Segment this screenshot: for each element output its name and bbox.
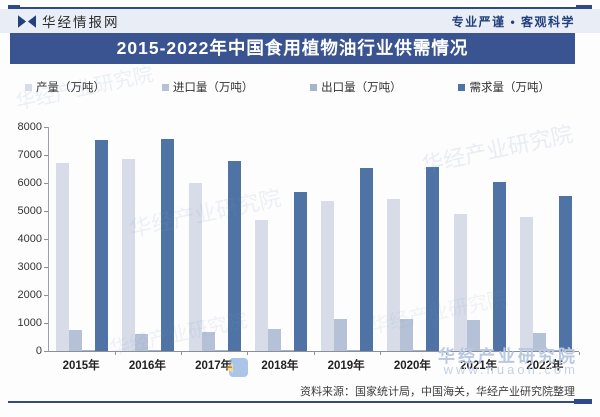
legend-swatch-icon — [161, 83, 169, 91]
header-slogan: 专业严谨 • 客观科学 — [451, 14, 575, 29]
bar-exports-2018年 — [280, 350, 294, 351]
legend-item-1: 进口量（万吨） — [161, 79, 254, 95]
bar-exports-2019年 — [347, 350, 361, 351]
y-axis-label-1000: 1000 — [17, 317, 42, 329]
y-axis-label-7000: 7000 — [17, 149, 42, 161]
x-label-2020年: 2020年 — [393, 360, 431, 372]
huajing-watermark-logo — [225, 358, 248, 377]
bar-imports-2019年 — [334, 319, 348, 351]
top-rule-right-cap — [576, 5, 592, 10]
page-title: 2015-2022年中国食用植物油行业供需情况 — [10, 33, 575, 64]
bar-production-2018年 — [254, 220, 268, 351]
top-rule — [8, 5, 592, 10]
legend-label: 出口量（万吨） — [321, 82, 402, 94]
legend-item-3: 需求量（万吨） — [458, 79, 550, 95]
bar-demand-2016年 — [161, 138, 175, 351]
y-axis-label-2000: 2000 — [17, 289, 42, 301]
y-axis-tick — [44, 127, 48, 128]
y-axis-tick — [44, 211, 48, 212]
y-axis-tick — [44, 183, 48, 184]
bar-group-2017年 — [182, 127, 249, 355]
bar-demand-2020年 — [426, 166, 440, 351]
y-axis-label-4000: 4000 — [17, 233, 42, 245]
x-axis-labels: 2015年 2016年 2017年 2018年 2019年 2020年 2021年 2022年 — [48, 357, 578, 373]
legend-item-2: 出口量（万吨） — [310, 79, 402, 95]
bar-production-2016年 — [122, 158, 136, 351]
bar-group-2020年 — [380, 127, 448, 355]
y-axis-tick — [44, 239, 48, 240]
legend-item-0: 产量（万吨） — [25, 79, 105, 95]
bar-imports-2017年 — [201, 331, 215, 351]
bottom-rule-right-cap — [574, 399, 592, 404]
top-rule-left-cap — [8, 5, 20, 10]
bar-exports-2017年 — [214, 350, 228, 351]
y-axis-tick — [44, 267, 48, 268]
huajing-logo-icon — [18, 14, 36, 28]
header: 华经情报网 专业严谨 • 客观科学 — [0, 9, 600, 33]
legend-label: 需求量（万吨） — [469, 82, 550, 94]
bar-demand-2015年 — [95, 140, 109, 351]
y-axis-label-5000: 5000 — [17, 205, 42, 217]
bar-imports-2016年 — [135, 334, 149, 351]
x-label-2021年: 2021年 — [460, 360, 498, 372]
bar-exports-2016年 — [148, 350, 162, 351]
y-axis-tick — [44, 295, 48, 296]
y-axis-tick — [44, 155, 48, 156]
x-label-2019年: 2019年 — [327, 360, 365, 372]
bar-demand-2017年 — [227, 161, 241, 351]
bar-imports-2022年 — [532, 332, 546, 351]
brand: 华经情报网 — [18, 11, 120, 31]
watermark-url: www.huaon.com — [443, 362, 578, 377]
bar-group-2019年 — [314, 127, 382, 355]
source-note: 资料来源：国家统计局，中国海关，华经产业研究院整理 — [300, 386, 575, 398]
plot-area — [48, 127, 580, 355]
bar-demand-2022年 — [558, 195, 572, 351]
bar-production-2015年 — [56, 163, 70, 351]
bar-chart: 2015年 2016年 2017年 2018年 2019年 2020年 2021年 2022年… — [0, 120, 600, 380]
x-label-2022年: 2022年 — [526, 360, 564, 372]
legend-swatch-icon — [25, 83, 32, 91]
y-axis-tick — [44, 323, 48, 324]
x-label-2017年: 2017年 — [195, 360, 233, 372]
bar-group-2018年 — [248, 127, 315, 355]
y-axis-label-8000: 8000 — [17, 121, 42, 133]
bar-production-2020年 — [387, 198, 401, 351]
y-axis-label-6000: 6000 — [17, 177, 42, 189]
bar-exports-2022年 — [545, 350, 559, 351]
bar-imports-2021年 — [466, 320, 480, 351]
bar-imports-2020年 — [400, 319, 414, 351]
brand-name: 华经情报网 — [42, 15, 120, 30]
bar-demand-2018年 — [293, 191, 307, 351]
bar-imports-2018年 — [267, 329, 281, 351]
x-label-2015年: 2015年 — [62, 360, 100, 372]
bottom-rule — [8, 399, 592, 404]
bar-exports-2015年 — [82, 350, 96, 351]
bar-demand-2019年 — [360, 168, 374, 351]
bar-imports-2015年 — [69, 330, 83, 351]
bar-group-2021年 — [447, 127, 514, 355]
bar-group-2022年 — [513, 127, 580, 355]
y-axis-tick — [44, 351, 48, 352]
y-axis-label-0: 0 — [35, 345, 42, 357]
x-label-2016年: 2016年 — [128, 360, 166, 372]
legend-label: 进口量（万吨） — [172, 82, 254, 94]
legend-label: 产量（万吨） — [36, 82, 105, 94]
bar-exports-2021年 — [479, 350, 493, 351]
legend-swatch-icon — [458, 83, 466, 91]
bar-group-2015年 — [49, 127, 117, 355]
bar-groups — [49, 127, 580, 355]
bar-exports-2020年 — [413, 350, 427, 351]
bar-production-2019年 — [321, 201, 335, 351]
watermark-brand: 华经产业研究院 — [438, 347, 578, 366]
y-axis-label-3000: 3000 — [17, 261, 42, 273]
bar-production-2021年 — [453, 214, 467, 351]
bar-demand-2021年 — [492, 182, 506, 351]
bar-group-2016年 — [115, 127, 183, 355]
bar-production-2022年 — [519, 216, 533, 351]
chart-legend: 产量（万吨） 进口量（万吨） 出口量（万吨） 需求量（万吨） — [25, 79, 550, 95]
x-label-2018年: 2018年 — [261, 360, 299, 372]
legend-swatch-icon — [310, 83, 318, 91]
bar-production-2017年 — [188, 182, 202, 351]
